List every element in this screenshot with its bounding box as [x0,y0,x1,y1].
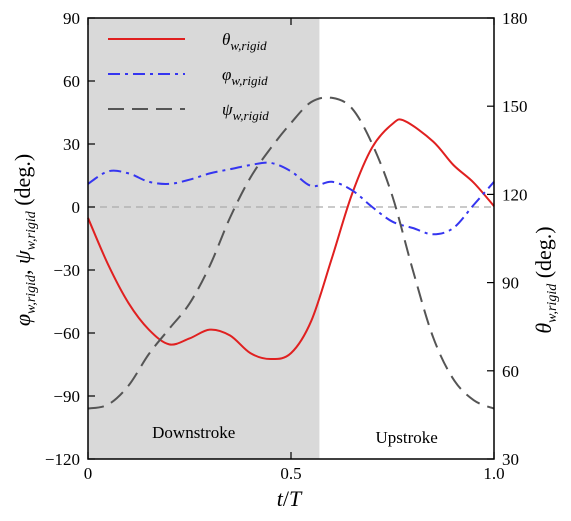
stroke-regions [88,18,320,459]
x-tick-label: 0 [84,464,93,483]
x-tick-label: 0.5 [280,464,301,483]
axis-ticks: 0 0.5 1.0 90 60 30 0 −30 −60 −90 −120 180 150 120 90 60… [45,9,528,483]
series-line-0 [87,118,495,361]
y-left-tick-label: −30 [53,261,80,280]
y-right-tick-label: 180 [502,9,528,28]
series-line-2 [87,96,495,410]
y-right-tick-label: 90 [502,274,519,293]
region-label-downstroke: Downstroke [152,423,235,442]
right-axis-title: θw,rigid (deg.) [531,226,560,333]
y-left-tick-label: −60 [53,324,80,343]
y-right-tick-label: 60 [502,362,519,381]
legend-label-1: φw,rigid [222,65,268,88]
region-labels: Downstroke Upstroke [152,423,438,447]
legend-label-0: θw,rigid [222,30,267,53]
region-label-upstroke: Upstroke [376,428,438,447]
legend-label-2: ψw,rigid [222,100,269,123]
y-left-tick-label: 90 [63,9,80,28]
y-left-tick-label: −120 [45,450,80,469]
left-axis-title: φw,rigid, ψw,rigid (deg.) [10,154,39,326]
y-right-tick-label: 120 [502,185,528,204]
x-tick-label: 1.0 [483,464,504,483]
y-right-tick-label: 150 [502,97,528,116]
series-line-1 [87,161,495,236]
y-left-tick-label: 30 [63,135,80,154]
x-axis-title: t/T [277,486,303,511]
legend: θw,rigid φw,rigid ψw,rigid [108,30,269,123]
y-left-tick-label: 60 [63,72,80,91]
region-downstroke [88,18,320,459]
y-left-tick-label: 0 [72,198,81,217]
series-lines [87,96,495,410]
y-left-tick-label: −90 [53,387,80,406]
y-right-tick-label: 30 [502,450,519,469]
